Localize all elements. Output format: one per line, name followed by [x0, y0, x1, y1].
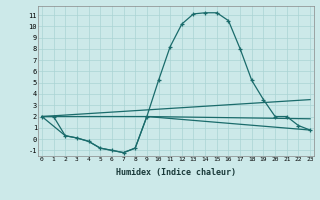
X-axis label: Humidex (Indice chaleur): Humidex (Indice chaleur) [116, 168, 236, 177]
